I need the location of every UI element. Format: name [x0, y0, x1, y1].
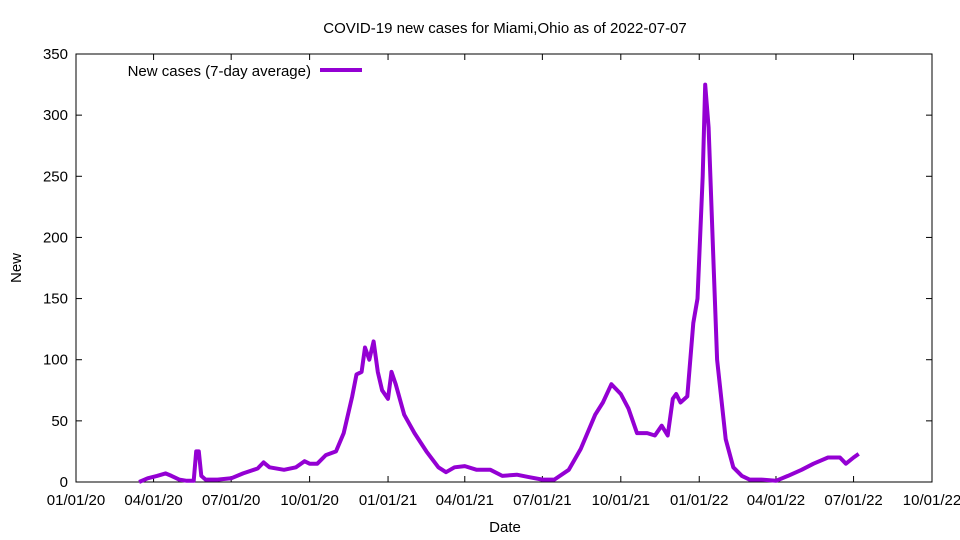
legend: New cases (7-day average): [128, 63, 362, 80]
plot-frame: [75, 53, 933, 483]
y-tick-label: 150: [43, 291, 68, 308]
x-tick-label: 01/01/20: [47, 492, 105, 509]
x-tick-label: 04/01/20: [124, 492, 182, 509]
x-tick-label: 07/01/22: [824, 492, 882, 509]
chart-title: COVID-19 new cases for Miami,Ohio as of …: [323, 20, 687, 37]
series-line: [138, 82, 860, 484]
y-tick-label: 300: [43, 107, 68, 124]
x-tick-label: 04/01/21: [436, 492, 494, 509]
legend-label: New cases (7-day average): [128, 63, 311, 80]
x-axis-label: Date: [489, 519, 521, 536]
x-tick-label: 01/01/22: [670, 492, 728, 509]
x-tick-label: 10/01/21: [592, 492, 650, 509]
y-tick-label: 100: [43, 352, 68, 369]
series-group: [138, 82, 860, 484]
y-axis-label: New: [8, 253, 25, 283]
x-tick-label: 04/01/22: [747, 492, 805, 509]
x-tick-label: 01/01/21: [359, 492, 417, 509]
y-tick-label: 250: [43, 168, 68, 185]
x-tick-label: 07/01/20: [202, 492, 260, 509]
y-tick-label: 200: [43, 229, 68, 246]
x-tick-label: 10/01/20: [280, 492, 338, 509]
x-tick-label: 07/01/21: [513, 492, 571, 509]
axis-ticks: 0 50 100 150 200 250 300 350 01/01/20 04/01/20 07/…: [43, 46, 960, 509]
x-tick-label: 10/01/22: [903, 492, 960, 509]
y-tick-label: 50: [51, 413, 68, 430]
y-tick-label: 0: [60, 474, 68, 491]
y-tick-label: 350: [43, 46, 68, 63]
